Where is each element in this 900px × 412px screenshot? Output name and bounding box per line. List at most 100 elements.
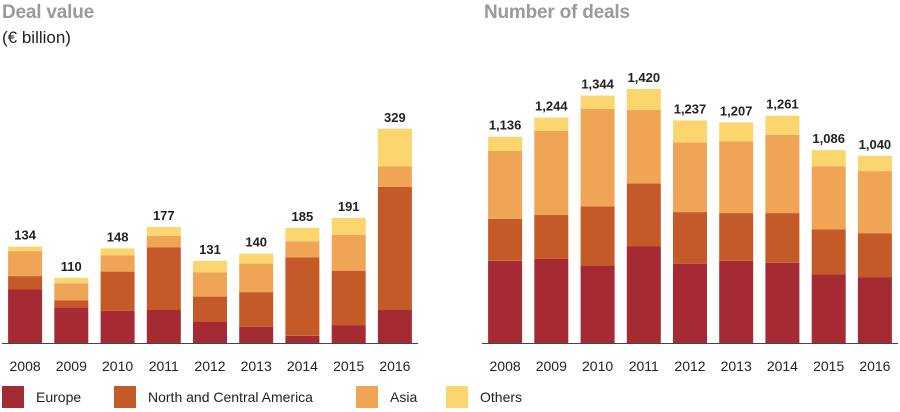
number-of-deals-x-tick-2010: 2010 [582, 358, 613, 374]
deal-value-bar-2011-europe [146, 310, 181, 343]
number-of-deals-bar-2016-others [857, 155, 892, 172]
number-of-deals-x-tick-2013: 2013 [721, 358, 752, 374]
number-of-deals-bar-2010-europe [580, 265, 615, 343]
number-of-deals-bar-2009-others [534, 117, 569, 131]
deal-value-bar-2011-north-and-central-america [146, 247, 181, 310]
number-of-deals-x-tick-2014: 2014 [767, 358, 798, 374]
deal-value-bar-2008-europe [8, 289, 43, 343]
deal-value-bar-2013-north-and-central-america [239, 292, 274, 327]
number-of-deals-bar-2008-others [488, 136, 523, 151]
deal-value-bar-2015-north-and-central-america [331, 270, 366, 326]
number-of-deals-bar-2008-north-and-central-america [488, 218, 523, 261]
deal-value-bar-2011-asia [146, 235, 181, 248]
deal-value-total-label-2016: 329 [384, 110, 406, 125]
deal-value-bar-2016-others [377, 128, 412, 167]
number-of-deals-total-label-2009: 1,244 [535, 99, 568, 114]
deal-value-bar-2015-others [331, 218, 366, 235]
deal-value-x-tick-2015: 2015 [333, 358, 364, 374]
number-of-deals-title: Number of deals [484, 2, 630, 23]
number-of-deals-bar-2015-others [811, 150, 846, 167]
number-of-deals-bar-2008-asia [488, 151, 523, 219]
deal-value-bar-2014-asia [285, 241, 320, 258]
deal-value-total-label-2014: 185 [292, 209, 314, 224]
number-of-deals-bar-2011-europe [626, 246, 661, 343]
legend-label-others: Others [480, 389, 523, 405]
legend-swatch-north-central-america [114, 386, 136, 408]
deal-value-total-label-2013: 140 [245, 235, 267, 250]
deal-value-bar-2016-asia [377, 166, 412, 187]
deal-value-bar-2013-asia [239, 263, 274, 293]
deal-value-bar-2012-europe [193, 321, 227, 343]
number-of-deals-x-tick-2011: 2011 [629, 358, 659, 374]
number-of-deals-bar-2012-others [673, 120, 707, 143]
number-of-deals-bar-2008-europe [488, 260, 523, 343]
deal-value-bar-2015-europe [331, 325, 366, 343]
number-of-deals-bar-2016-asia [857, 171, 892, 234]
number-of-deals-bar-2014-others [765, 115, 800, 135]
deal-value-bar-2010-north-and-central-america [100, 271, 135, 311]
number-of-deals-bar-2013-others [719, 122, 754, 142]
number-of-deals-bar-2015-asia [811, 166, 846, 230]
deal-value-bar-2009-north-and-central-america [54, 300, 89, 308]
number-of-deals-x-tick-2016: 2016 [859, 358, 890, 374]
legend-swatch-asia [356, 386, 378, 408]
number-of-deals-total-label-2012: 1,237 [674, 101, 707, 116]
deal-value-x-tick-2013: 2013 [241, 358, 272, 374]
number-of-deals-bar-2012-europe [673, 263, 707, 343]
deal-value-x-tick-2016: 2016 [379, 358, 410, 374]
deal-value-total-label-2012: 131 [199, 242, 221, 257]
legend-label-asia: Asia [390, 389, 418, 405]
legend-swatch-others [446, 386, 468, 408]
number-of-deals-total-label-2014: 1,261 [766, 97, 799, 112]
number-of-deals-bar-2009-europe [534, 258, 569, 343]
deal-value-x-tick-2009: 2009 [56, 358, 87, 374]
deal-value-bar-2008-asia [8, 251, 43, 277]
deal-value-total-label-2009: 110 [61, 259, 82, 274]
number-of-deals-bar-2014-asia [765, 134, 800, 214]
number-of-deals-bar-2011-asia [626, 109, 661, 184]
number-of-deals-bar-2013-asia [719, 141, 754, 214]
deal-value-bar-2014-europe [285, 335, 320, 343]
deal-value-bar-2011-others [146, 227, 181, 236]
deal-value-bar-2013-europe [239, 326, 274, 343]
number-of-deals-x-tick-2008: 2008 [490, 358, 521, 374]
number-of-deals-total-label-2008: 1,136 [489, 118, 522, 133]
number-of-deals-bar-2010-north-and-central-america [580, 206, 615, 266]
number-of-deals-bar-2016-europe [857, 277, 892, 343]
number-of-deals-bar-2016-north-and-central-america [857, 233, 892, 278]
deal-value-bar-2010-others [100, 248, 135, 256]
deal-value-total-label-2015: 191 [338, 199, 360, 214]
legend-swatch-europe [2, 386, 24, 408]
deal-value-bar-2015-asia [331, 235, 366, 271]
legend: Europe North and Central America Asia Ot… [2, 386, 702, 408]
deal-value-total-label-2011: 177 [153, 208, 175, 223]
deal-value-x-tick-2014: 2014 [287, 358, 318, 374]
deal-value-bar-2008-north-and-central-america [8, 276, 43, 290]
number-of-deals-x-tick-2015: 2015 [813, 358, 844, 374]
deal-value-subtitle: (€ billion) [2, 28, 71, 47]
deal-value-bar-2014-north-and-central-america [285, 257, 320, 336]
number-of-deals-bar-2015-europe [811, 274, 846, 343]
deal-value-bar-2008-others [8, 246, 43, 252]
number-of-deals-bar-2010-others [580, 95, 615, 109]
deal-value-bar-2012-north-and-central-america [193, 296, 227, 322]
number-of-deals-total-label-2010: 1,344 [581, 77, 614, 92]
deal-value-title: Deal value [2, 2, 94, 23]
deal-value-x-tick-2008: 2008 [10, 358, 41, 374]
number-of-deals-bar-2013-north-and-central-america [719, 213, 754, 261]
deal-value-x-tick-2011: 2011 [149, 358, 179, 374]
deal-value-x-tick-2012: 2012 [194, 358, 225, 374]
number-of-deals-x-tick-2012: 2012 [674, 358, 705, 374]
deal-value-total-label-2008: 134 [14, 228, 36, 243]
number-of-deals-bar-2013-europe [719, 260, 754, 343]
deal-value-bar-2009-others [54, 277, 89, 284]
number-of-deals-bar-2014-north-and-central-america [765, 213, 800, 263]
deal-value-bar-2009-asia [54, 283, 89, 301]
number-of-deals-bar-2010-asia [580, 109, 615, 207]
deal-value-bar-2009-europe [54, 307, 89, 343]
number-of-deals-total-label-2016: 1,040 [859, 137, 892, 152]
number-of-deals-bar-2011-others [626, 88, 661, 110]
deal-value-bar-2012-others [193, 260, 227, 273]
legend-label-north-central-america: North and Central America [148, 389, 313, 405]
number-of-deals-bar-2014-europe [765, 262, 800, 343]
